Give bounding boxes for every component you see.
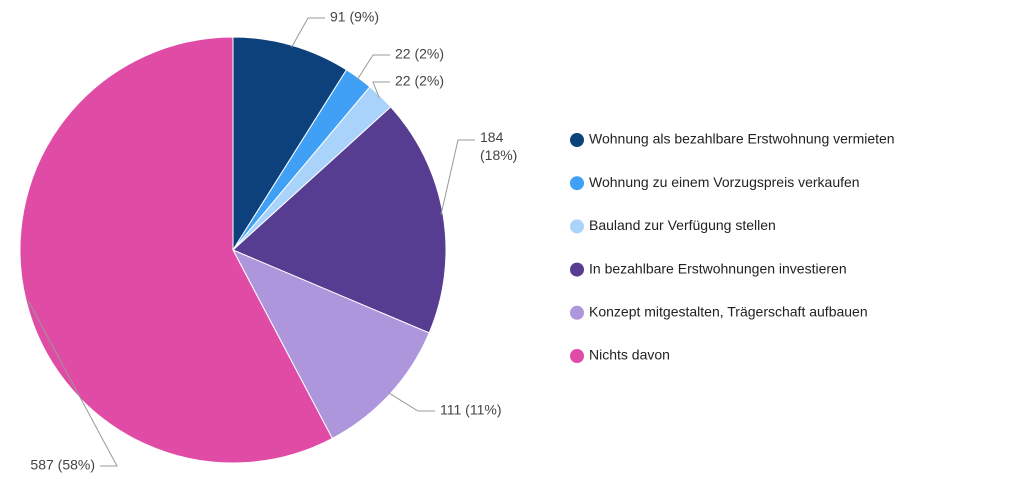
legend-label: Konzept mitgestalten, Trägerschaft aufba… bbox=[589, 304, 868, 320]
legend-label: Bauland zur Verfügung stellen bbox=[589, 217, 776, 233]
pie-slice bbox=[232, 106, 447, 334]
legend-swatch bbox=[570, 349, 584, 363]
data-label: 111 (11%) bbox=[440, 402, 501, 418]
data-label: 184 (18%) bbox=[480, 129, 517, 163]
data-label-line: 184 bbox=[480, 129, 504, 145]
data-label: 22 (2%) bbox=[395, 73, 444, 89]
leader-line bbox=[27, 300, 118, 467]
legend-swatch bbox=[570, 219, 584, 234]
legend-label: Nichts davon bbox=[589, 347, 670, 363]
legend-label: Wohnung als bezahlbare Erstwohnung vermi… bbox=[589, 131, 895, 147]
leader-line bbox=[388, 392, 435, 412]
leader-line bbox=[440, 139, 475, 215]
leader-line bbox=[356, 54, 390, 80]
legend-swatch bbox=[570, 262, 584, 277]
data-label-line: (18%) bbox=[480, 147, 517, 163]
leader-line bbox=[372, 81, 390, 99]
data-label: 587 (58%) bbox=[30, 457, 95, 473]
legend-swatch bbox=[570, 133, 584, 147]
legend-swatch bbox=[570, 176, 584, 191]
pie-slice bbox=[19, 36, 333, 464]
data-label: 22 (2%) bbox=[395, 46, 444, 62]
legend-label: In bezahlbare Erstwohnungen investieren bbox=[589, 260, 847, 276]
data-label: 91 (9%) bbox=[330, 9, 379, 25]
legend-swatch bbox=[570, 305, 584, 320]
legend-label: Wohnung zu einem Vorzugspreis verkaufen bbox=[589, 174, 860, 190]
leader-line bbox=[291, 17, 325, 48]
